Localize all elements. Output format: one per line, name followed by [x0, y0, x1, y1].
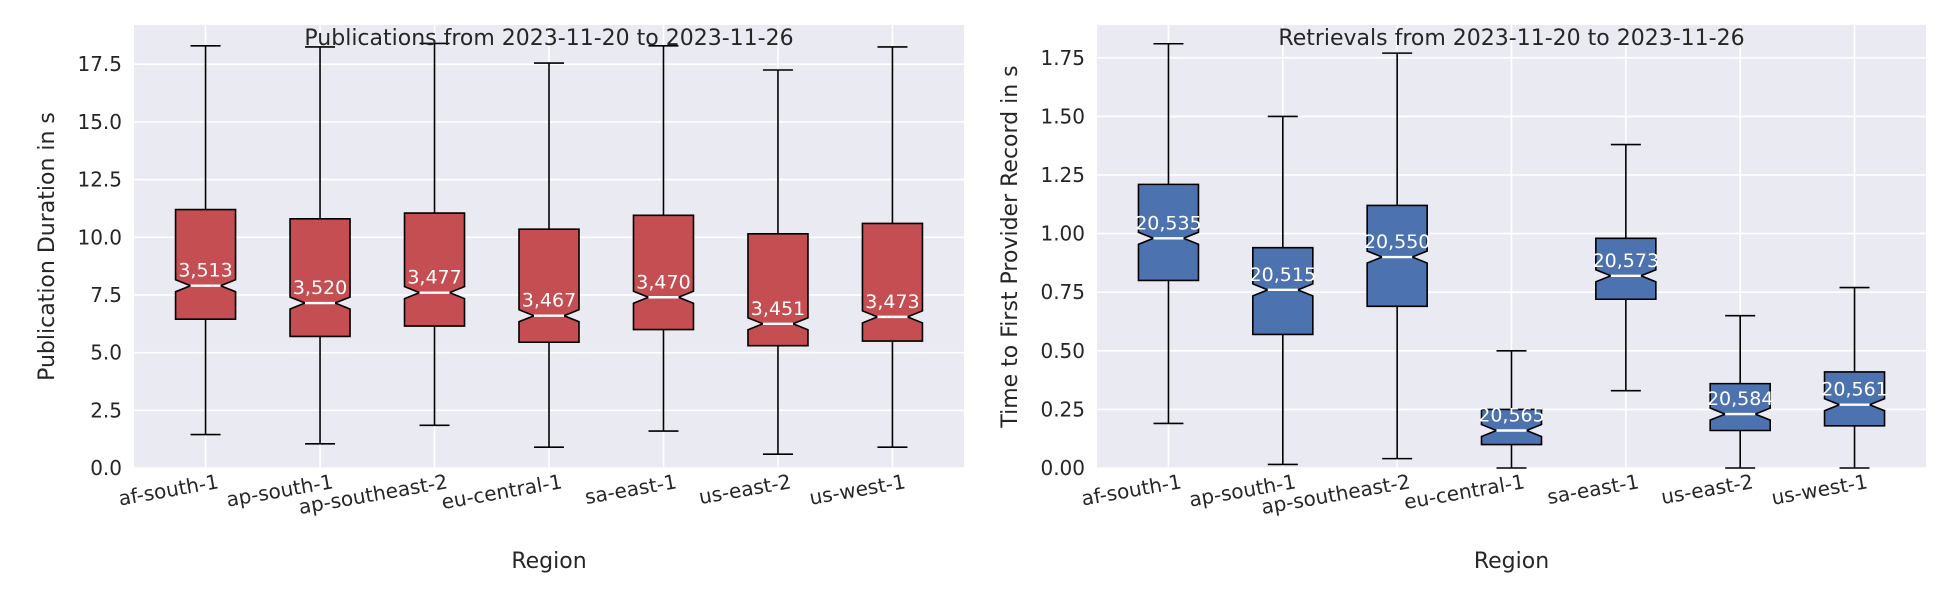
y-tick-label: 0.25: [1040, 397, 1085, 421]
x-tick-labels: af-south-1 ap-south-1ap-southeast-2eu-cen…: [1079, 469, 1869, 519]
y-tick-label: 1.50: [1040, 104, 1085, 128]
chart-title: Publications from 2023-11-20 to 2023-11-…: [304, 26, 793, 51]
y-tick-label: 10.0: [77, 225, 122, 249]
count-label: 3,477: [407, 267, 461, 289]
count-label: 20,561: [1821, 379, 1887, 401]
box-sa-east-1: 3,470: [632, 44, 695, 432]
x-tick-label: sa-east-1: [1545, 469, 1640, 509]
y-tick-label: 0.00: [1040, 456, 1085, 480]
y-tick-label: 17.5: [77, 52, 122, 76]
box-body: [747, 233, 809, 347]
box-us-west-1: 3,473: [861, 46, 924, 449]
box-ap-south-1: 3,520: [289, 46, 351, 445]
x-tick-label: eu-central-1: [440, 469, 564, 514]
x-tick-label: us-west-1: [1770, 469, 1870, 510]
box-sa-east-1: 20,573: [1593, 143, 1659, 392]
box-ap-southeast-2: 3,477: [403, 42, 466, 427]
y-tick-label: 5.0: [90, 341, 122, 365]
box-body: [1823, 371, 1886, 427]
box-ap-south-1: 20,515: [1250, 115, 1316, 466]
count-label: 20,550: [1364, 231, 1430, 253]
x-tick-label: af-south-1: [1079, 469, 1183, 510]
count-label: 3,470: [636, 271, 690, 293]
y-tick-label: 12.5: [77, 168, 122, 192]
box-af-south-1: 3,513: [174, 44, 237, 436]
y-tick-label: 2.5: [90, 398, 122, 422]
count-label: 20,515: [1250, 264, 1316, 286]
box-us-east-2: 3,451: [747, 69, 809, 455]
y-tick-label: 1.00: [1040, 222, 1085, 246]
x-axis-label: Region: [1474, 549, 1549, 574]
box-ap-southeast-2: 20,550: [1364, 52, 1430, 460]
box-plots: 3,513 3,520 3,477 3,467 3,470 3,451 3,473: [174, 42, 924, 455]
box-eu-central-1: 20,565: [1478, 350, 1545, 469]
box-plots: 20,535 20,515 20,550 20,565 20,573 20,584 20,5…: [1135, 42, 1888, 469]
chart-title: Retrievals from 2023-11-20 to 2023-11-26: [1278, 26, 1744, 51]
y-tick-label: 0.75: [1040, 280, 1085, 304]
count-label: 3,520: [293, 277, 347, 299]
y-tick-labels: 0.0 2.5 5.0 7.5 10.0 12.5 15.0 17.5: [77, 52, 122, 480]
box-body: [289, 218, 351, 338]
count-label: 20,565: [1478, 404, 1544, 426]
count-label: 3,473: [865, 291, 919, 313]
y-tick-label: 1.25: [1040, 163, 1085, 187]
box-af-south-1: 20,535: [1135, 42, 1202, 425]
count-label: 3,451: [751, 298, 805, 320]
x-tick-label: us-west-1: [807, 469, 907, 510]
y-tick-label: 15.0: [77, 110, 122, 134]
retrievals-chart: 20,535 20,515 20,550 20,565 20,573 20,584 20,5…: [998, 25, 1926, 574]
box-body: [1480, 408, 1543, 446]
box-body: [1137, 183, 1200, 282]
box-body: [1709, 382, 1771, 432]
box-eu-central-1: 3,467: [518, 62, 580, 449]
count-label: 20,573: [1593, 250, 1659, 272]
x-axis-label: Region: [511, 549, 586, 574]
y-tick-label: 0.0: [90, 456, 122, 480]
count-label: 3,467: [522, 290, 576, 312]
y-axis-label: Time to First Provider Record in s: [998, 65, 1023, 428]
y-axis-label: Publication Duration in s: [35, 112, 60, 381]
box-body: [861, 222, 924, 342]
x-tick-label: af-south-1: [117, 469, 221, 510]
publications-chart: 3,513 3,520 3,477 3,467 3,470 3,451 3,473 0.0 2…: [35, 25, 964, 574]
box-us-west-1: 20,561: [1821, 286, 1888, 469]
count-label: 20,584: [1707, 388, 1773, 410]
box-us-east-2: 20,584: [1707, 314, 1773, 469]
x-tick-label: us-east-2: [1659, 469, 1755, 509]
x-tick-labels: af-south-1 ap-south-1ap-southeast-2eu-cen…: [117, 469, 908, 519]
x-tick-label: eu-central-1: [1402, 469, 1526, 514]
count-label: 20,535: [1135, 212, 1201, 234]
box-body: [403, 212, 466, 327]
y-tick-label: 7.5: [90, 283, 122, 307]
y-tick-labels: 0.00 0.25 0.50 0.75 1.00 1.25 1.50 1.75: [1040, 46, 1085, 480]
count-label: 3,513: [178, 260, 232, 282]
box-body: [518, 228, 580, 344]
x-tick-label: sa-east-1: [583, 469, 678, 509]
box-body: [174, 208, 237, 320]
y-tick-label: 0.50: [1040, 339, 1085, 363]
y-tick-label: 1.75: [1040, 46, 1085, 70]
box-body: [632, 214, 695, 331]
x-tick-label: us-east-2: [697, 469, 793, 509]
box-body: [1595, 237, 1657, 301]
